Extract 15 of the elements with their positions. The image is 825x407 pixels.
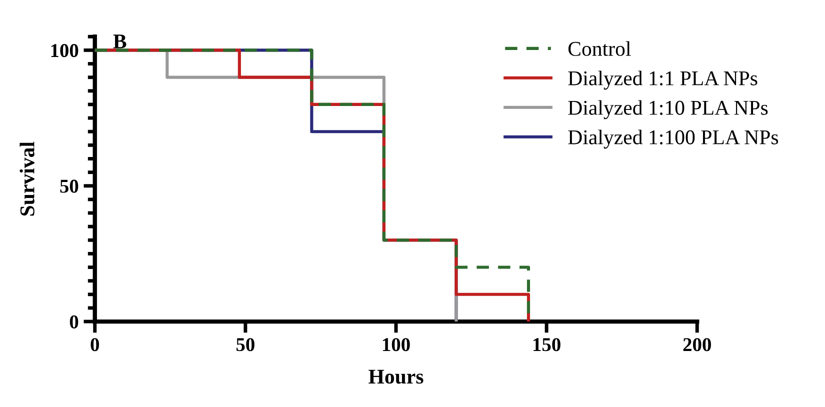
x-tick-label: 150	[534, 338, 560, 352]
chart-title: B	[113, 34, 126, 48]
x-tick-label: 0	[90, 338, 99, 352]
x-tick-label: 50	[236, 338, 254, 352]
y-tick-label: 50	[60, 180, 78, 193]
y-axis-title: Survival	[20, 142, 34, 216]
legend-label: Control	[568, 41, 631, 56]
y-tick-label: 0	[70, 315, 78, 328]
x-tick-label: 100	[382, 338, 410, 352]
x-tick-label: 200	[683, 338, 711, 352]
y-tick-label: 100	[51, 44, 78, 58]
legend-label: Dialyzed 1:1 PLA NPs	[568, 70, 758, 90]
legend-label: Dialyzed 1:100 PLA NPs	[568, 130, 778, 149]
x-axis-title: Hours	[368, 370, 424, 384]
legend-label: Dialyzed 1:10 PLA NPs	[568, 100, 768, 120]
